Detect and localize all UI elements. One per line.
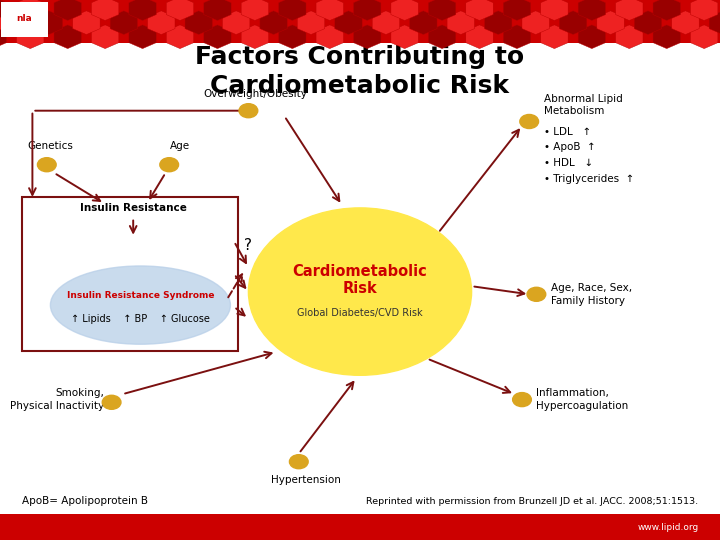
Circle shape bbox=[289, 455, 308, 469]
Text: Global Diabetes/CVD Risk: Global Diabetes/CVD Risk bbox=[297, 308, 423, 318]
Text: Insulin Resistance: Insulin Resistance bbox=[80, 203, 186, 213]
Text: Cardiometabolic: Cardiometabolic bbox=[292, 264, 428, 279]
Text: Overweight/Obesity: Overweight/Obesity bbox=[204, 89, 307, 99]
Text: Cardiometabolic Risk: Cardiometabolic Risk bbox=[210, 75, 510, 98]
Text: Smoking,
Physical Inactivity: Smoking, Physical Inactivity bbox=[10, 388, 104, 411]
Text: Factors Contributing to: Factors Contributing to bbox=[195, 45, 525, 69]
Text: Inflammation,
Hypercoagulation: Inflammation, Hypercoagulation bbox=[536, 388, 629, 411]
Text: Hypertension: Hypertension bbox=[271, 475, 341, 485]
Text: Reprinted with permission from Brunzell JD et al. JACC. 2008;51:1513.: Reprinted with permission from Brunzell … bbox=[366, 497, 698, 505]
Text: ApoB= Apolipoprotein B: ApoB= Apolipoprotein B bbox=[22, 496, 148, 506]
Text: ↑ Lipids    ↑ BP    ↑ Glucose: ↑ Lipids ↑ BP ↑ Glucose bbox=[71, 314, 210, 323]
Circle shape bbox=[513, 393, 531, 407]
Circle shape bbox=[527, 287, 546, 301]
Text: Age: Age bbox=[170, 141, 190, 151]
Text: Abnormal Lipid
Metabolism: Abnormal Lipid Metabolism bbox=[544, 94, 622, 116]
Ellipse shape bbox=[50, 266, 230, 345]
FancyBboxPatch shape bbox=[1, 2, 48, 37]
Circle shape bbox=[37, 158, 56, 172]
Text: Age, Race, Sex,
Family History: Age, Race, Sex, Family History bbox=[551, 283, 632, 306]
Text: Genetics: Genetics bbox=[27, 141, 73, 151]
Text: www.lipid.org: www.lipid.org bbox=[637, 523, 698, 531]
Text: Insulin Resistance Syndrome: Insulin Resistance Syndrome bbox=[67, 291, 214, 300]
Text: nla: nla bbox=[17, 15, 32, 23]
Circle shape bbox=[239, 104, 258, 118]
Circle shape bbox=[248, 208, 472, 375]
Text: Risk: Risk bbox=[343, 281, 377, 296]
Text: ?: ? bbox=[244, 238, 253, 253]
FancyBboxPatch shape bbox=[0, 0, 720, 43]
Circle shape bbox=[102, 395, 121, 409]
Circle shape bbox=[160, 158, 179, 172]
Text: • LDL   ↑
• ApoB  ↑
• HDL   ↓
• Triglycerides  ↑: • LDL ↑ • ApoB ↑ • HDL ↓ • Triglycerides… bbox=[544, 127, 634, 184]
FancyBboxPatch shape bbox=[0, 514, 720, 540]
Circle shape bbox=[520, 114, 539, 129]
